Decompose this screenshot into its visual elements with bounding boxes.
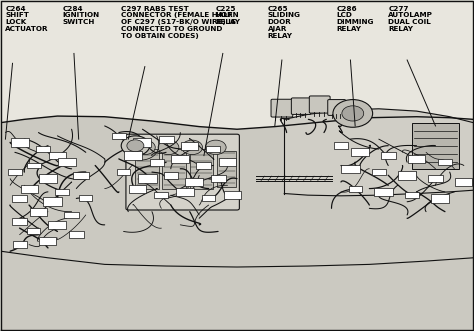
Circle shape bbox=[121, 136, 150, 156]
Bar bbox=[30, 208, 47, 215]
Circle shape bbox=[158, 140, 179, 155]
Bar bbox=[341, 165, 360, 173]
FancyBboxPatch shape bbox=[310, 96, 330, 113]
Bar bbox=[162, 149, 186, 189]
Bar bbox=[12, 195, 27, 202]
Bar bbox=[27, 228, 40, 234]
Bar bbox=[124, 151, 143, 160]
Text: C225
HORN
RELAY: C225 HORN RELAY bbox=[216, 6, 241, 25]
Bar bbox=[224, 191, 241, 199]
Bar bbox=[185, 178, 203, 186]
Text: C286
LCD
DIMMING
RELAY: C286 LCD DIMMING RELAY bbox=[336, 6, 374, 32]
Text: C264
SHIFT
LOCK
ACTUATOR: C264 SHIFT LOCK ACTUATOR bbox=[5, 6, 49, 32]
Bar bbox=[155, 192, 168, 198]
Bar bbox=[181, 142, 198, 150]
Bar bbox=[134, 138, 152, 147]
FancyBboxPatch shape bbox=[126, 134, 239, 210]
Bar bbox=[381, 152, 396, 159]
Bar bbox=[55, 189, 69, 195]
Text: C297 RABS TEST
CONNECTOR (FEMALE HALF
OF C297 (S17-BK/O WIRE) IS
CONNECTED TO GR: C297 RABS TEST CONNECTOR (FEMALE HALF OF… bbox=[121, 6, 237, 39]
Bar bbox=[428, 175, 443, 182]
Bar bbox=[412, 123, 459, 169]
Bar bbox=[150, 159, 164, 166]
Bar bbox=[79, 196, 92, 202]
Circle shape bbox=[205, 140, 226, 155]
Bar bbox=[202, 196, 215, 202]
Bar bbox=[8, 169, 22, 175]
Bar bbox=[112, 132, 126, 139]
Bar bbox=[20, 185, 37, 193]
Circle shape bbox=[342, 106, 364, 121]
Bar bbox=[196, 162, 211, 169]
Bar bbox=[217, 151, 236, 187]
Bar bbox=[158, 136, 173, 143]
Bar bbox=[38, 174, 57, 183]
Bar bbox=[136, 149, 159, 189]
Circle shape bbox=[182, 140, 202, 155]
Bar bbox=[398, 171, 416, 179]
FancyBboxPatch shape bbox=[271, 99, 293, 117]
Bar bbox=[49, 152, 66, 159]
Bar bbox=[39, 237, 56, 245]
Bar bbox=[73, 172, 89, 179]
Bar bbox=[408, 155, 425, 163]
Bar bbox=[351, 148, 369, 157]
Bar bbox=[372, 169, 386, 175]
Bar bbox=[374, 188, 393, 196]
Bar bbox=[69, 231, 84, 238]
Bar bbox=[129, 185, 146, 193]
Circle shape bbox=[135, 140, 155, 155]
Bar bbox=[48, 221, 66, 229]
Bar bbox=[58, 158, 76, 166]
Bar bbox=[171, 155, 189, 163]
FancyBboxPatch shape bbox=[328, 100, 346, 116]
Bar bbox=[210, 175, 226, 182]
Bar bbox=[64, 212, 79, 218]
Text: C277
AUTOLAMP
DUAL COIL
RELAY: C277 AUTOLAMP DUAL COIL RELAY bbox=[388, 6, 433, 32]
Bar bbox=[348, 186, 362, 192]
Text: C284
IGNITION
SWITCH: C284 IGNITION SWITCH bbox=[62, 6, 99, 25]
Bar bbox=[164, 172, 178, 179]
Bar bbox=[190, 149, 213, 189]
Circle shape bbox=[127, 140, 144, 152]
Bar bbox=[27, 163, 41, 168]
Bar bbox=[438, 159, 452, 166]
Bar bbox=[12, 218, 27, 225]
Bar bbox=[175, 188, 194, 196]
Bar bbox=[117, 169, 130, 175]
Bar bbox=[36, 146, 50, 152]
Bar bbox=[10, 138, 28, 147]
Circle shape bbox=[333, 100, 373, 127]
Bar bbox=[456, 178, 473, 186]
Bar bbox=[43, 198, 62, 206]
Bar bbox=[334, 142, 348, 149]
Bar bbox=[405, 192, 419, 199]
Bar bbox=[138, 174, 156, 183]
Bar bbox=[219, 158, 236, 166]
Bar bbox=[431, 194, 449, 203]
Bar bbox=[12, 241, 27, 248]
Bar bbox=[206, 146, 220, 152]
Text: C265
SLIDING
DOOR
AJAR
RELAY: C265 SLIDING DOOR AJAR RELAY bbox=[268, 6, 301, 39]
Polygon shape bbox=[284, 109, 474, 196]
FancyBboxPatch shape bbox=[292, 98, 311, 115]
